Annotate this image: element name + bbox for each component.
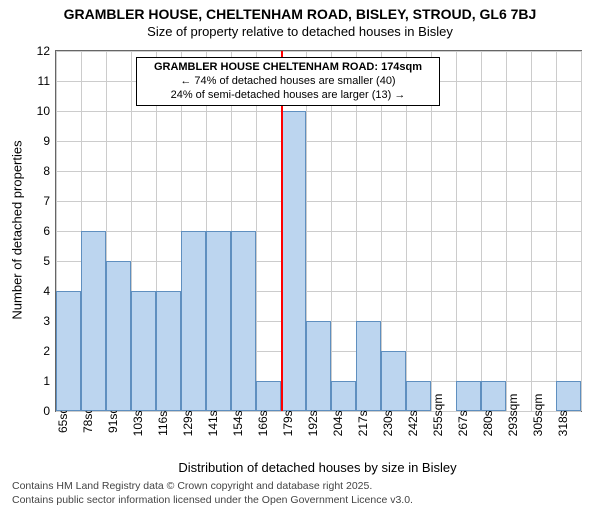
annotation-box: GRAMBLER HOUSE CHELTENHAM ROAD: 174sqm← …	[136, 57, 440, 106]
histogram-bar	[156, 291, 181, 411]
y-tick-label: 1	[43, 374, 50, 388]
histogram-bar	[356, 321, 381, 411]
x-axis-label: Distribution of detached houses by size …	[55, 460, 580, 475]
grid-line-v	[481, 51, 482, 411]
histogram-bar	[206, 231, 231, 411]
histogram-bar	[481, 381, 506, 411]
chart-title-main: GRAMBLER HOUSE, CHELTENHAM ROAD, BISLEY,…	[0, 6, 600, 22]
chart-title-sub: Size of property relative to detached ho…	[0, 24, 600, 39]
y-tick-label: 8	[43, 164, 50, 178]
grid-line-h	[56, 171, 581, 172]
y-tick-label: 3	[43, 314, 50, 328]
y-tick-label: 7	[43, 194, 50, 208]
plot-area: 012345678910111265sqm78sqm91sqm103sqm116…	[55, 50, 582, 412]
histogram-bar	[81, 231, 106, 411]
footer-line-2: Contains public sector information licen…	[12, 494, 413, 506]
histogram-bar	[281, 111, 306, 411]
histogram-bar	[181, 231, 206, 411]
grid-line-h	[56, 141, 581, 142]
grid-line-h	[56, 261, 581, 262]
histogram-bar	[331, 381, 356, 411]
grid-line-v	[556, 51, 557, 411]
histogram-bar	[381, 351, 406, 411]
chart-container: GRAMBLER HOUSE, CHELTENHAM ROAD, BISLEY,…	[0, 0, 600, 500]
histogram-bar	[556, 381, 581, 411]
y-tick-label: 0	[43, 404, 50, 418]
annotation-line-1: GRAMBLER HOUSE CHELTENHAM ROAD: 174sqm	[143, 61, 433, 75]
histogram-bar	[231, 231, 256, 411]
histogram-bar	[256, 381, 281, 411]
histogram-bar	[131, 291, 156, 411]
histogram-bar	[456, 381, 481, 411]
y-tick-label: 10	[37, 104, 50, 118]
x-tick-label: 255sqm	[431, 394, 445, 437]
y-tick-label: 5	[43, 254, 50, 268]
histogram-bar	[406, 381, 431, 411]
grid-line-v	[456, 51, 457, 411]
histogram-bar	[106, 261, 131, 411]
y-tick-label: 11	[38, 74, 50, 88]
x-tick-label: 305sqm	[531, 394, 545, 437]
annotation-line-2: ← 74% of detached houses are smaller (40…	[143, 75, 433, 89]
y-tick-label: 6	[43, 224, 50, 238]
x-tick-label: 293sqm	[506, 394, 520, 437]
grid-line-v	[506, 51, 507, 411]
grid-line-v	[581, 51, 582, 411]
histogram-bar	[306, 321, 331, 411]
y-tick-label: 2	[43, 344, 50, 358]
grid-line-v	[531, 51, 532, 411]
y-tick-label: 12	[37, 44, 50, 58]
grid-line-h	[56, 201, 581, 202]
histogram-bar	[56, 291, 81, 411]
y-tick-label: 4	[43, 284, 50, 298]
y-axis-label: Number of detached properties	[10, 140, 25, 319]
grid-line-h	[56, 231, 581, 232]
footer-line-1: Contains HM Land Registry data © Crown c…	[12, 480, 372, 492]
annotation-line-3: 24% of semi-detached houses are larger (…	[143, 89, 433, 103]
grid-line-h	[56, 51, 581, 52]
grid-line-h	[56, 111, 581, 112]
y-tick-label: 9	[43, 134, 50, 148]
